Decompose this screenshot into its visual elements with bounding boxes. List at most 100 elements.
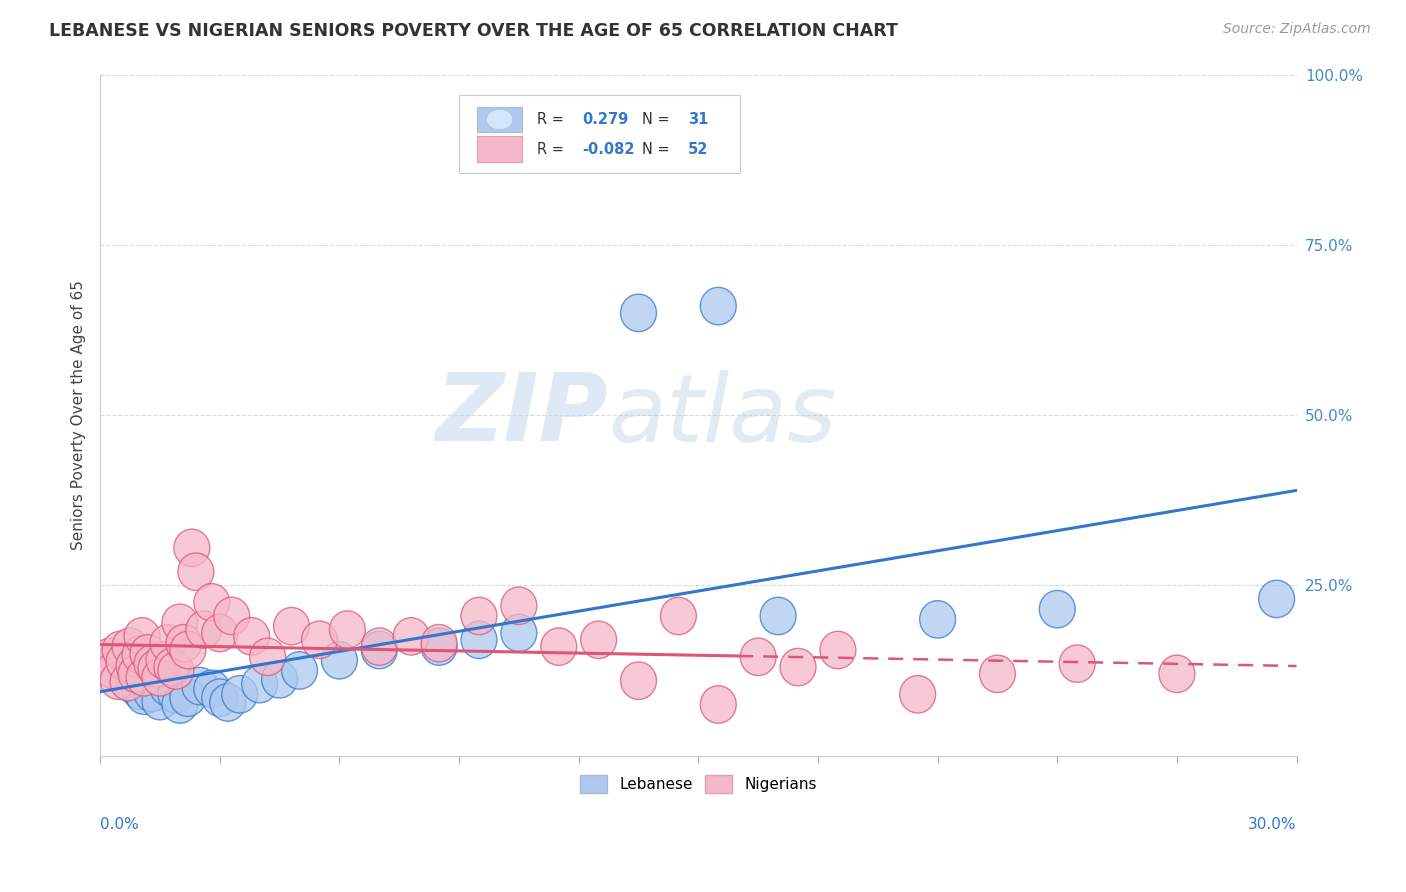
Ellipse shape	[162, 686, 198, 723]
Text: LEBANESE VS NIGERIAN SENIORS POVERTY OVER THE AGE OF 65 CORRELATION CHART: LEBANESE VS NIGERIAN SENIORS POVERTY OVE…	[49, 22, 898, 40]
Ellipse shape	[157, 675, 194, 713]
Text: 31: 31	[688, 112, 709, 127]
Bar	[477, 136, 523, 162]
Ellipse shape	[461, 598, 496, 635]
Ellipse shape	[242, 665, 277, 703]
Ellipse shape	[780, 648, 815, 686]
Ellipse shape	[329, 611, 366, 648]
Ellipse shape	[134, 645, 170, 682]
Ellipse shape	[700, 287, 737, 325]
Ellipse shape	[486, 109, 513, 129]
Ellipse shape	[209, 684, 246, 722]
Ellipse shape	[110, 662, 146, 699]
Ellipse shape	[214, 598, 250, 635]
Text: ZIP: ZIP	[436, 369, 609, 461]
Ellipse shape	[820, 632, 856, 669]
Ellipse shape	[127, 677, 162, 714]
Bar	[477, 106, 523, 132]
Ellipse shape	[89, 648, 124, 686]
Ellipse shape	[661, 598, 696, 635]
Ellipse shape	[980, 655, 1015, 692]
Ellipse shape	[920, 600, 956, 638]
Ellipse shape	[740, 638, 776, 675]
Ellipse shape	[162, 604, 198, 641]
Ellipse shape	[620, 294, 657, 332]
Ellipse shape	[581, 621, 617, 658]
Ellipse shape	[900, 675, 935, 713]
Ellipse shape	[186, 611, 222, 648]
Text: N =: N =	[643, 112, 675, 127]
Ellipse shape	[150, 669, 186, 706]
Ellipse shape	[129, 635, 166, 673]
Ellipse shape	[114, 665, 150, 703]
Ellipse shape	[301, 621, 337, 658]
Ellipse shape	[1039, 591, 1076, 628]
Ellipse shape	[138, 649, 174, 687]
Ellipse shape	[105, 643, 142, 681]
Ellipse shape	[142, 682, 179, 720]
Ellipse shape	[461, 621, 496, 658]
Ellipse shape	[281, 652, 318, 690]
Ellipse shape	[202, 615, 238, 652]
Ellipse shape	[103, 632, 138, 669]
Ellipse shape	[124, 617, 160, 655]
Ellipse shape	[110, 664, 146, 701]
Text: 0.0%: 0.0%	[100, 817, 139, 832]
Ellipse shape	[117, 647, 152, 684]
Ellipse shape	[170, 632, 205, 669]
Ellipse shape	[422, 624, 457, 662]
Ellipse shape	[1258, 580, 1295, 617]
Text: N =: N =	[643, 142, 675, 157]
Ellipse shape	[422, 628, 457, 665]
Text: 52: 52	[688, 142, 709, 157]
Ellipse shape	[179, 553, 214, 591]
Text: Source: ZipAtlas.com: Source: ZipAtlas.com	[1223, 22, 1371, 37]
Ellipse shape	[181, 667, 218, 705]
Y-axis label: Seniors Poverty Over the Age of 65: Seniors Poverty Over the Age of 65	[72, 280, 86, 550]
Ellipse shape	[620, 662, 657, 699]
Ellipse shape	[501, 587, 537, 624]
Text: R =: R =	[537, 142, 568, 157]
Ellipse shape	[166, 624, 202, 662]
Ellipse shape	[761, 598, 796, 635]
Ellipse shape	[103, 655, 138, 692]
Legend: Lebanese, Nigerians: Lebanese, Nigerians	[574, 769, 824, 799]
Ellipse shape	[233, 617, 270, 655]
Ellipse shape	[118, 655, 155, 692]
Ellipse shape	[155, 648, 190, 686]
Ellipse shape	[134, 674, 170, 712]
Ellipse shape	[174, 529, 209, 566]
Ellipse shape	[122, 673, 157, 710]
Text: -0.082: -0.082	[582, 142, 634, 157]
Ellipse shape	[222, 675, 257, 713]
Ellipse shape	[146, 641, 181, 679]
Text: atlas: atlas	[609, 369, 837, 460]
Ellipse shape	[170, 679, 205, 716]
Text: R =: R =	[537, 112, 568, 127]
Ellipse shape	[127, 658, 162, 696]
Text: 30.0%: 30.0%	[1249, 817, 1296, 832]
Ellipse shape	[250, 638, 285, 675]
Ellipse shape	[274, 607, 309, 645]
Ellipse shape	[501, 615, 537, 652]
Ellipse shape	[394, 617, 429, 655]
Ellipse shape	[700, 686, 737, 723]
Ellipse shape	[541, 628, 576, 665]
Ellipse shape	[93, 638, 128, 675]
Ellipse shape	[1059, 645, 1095, 682]
Ellipse shape	[361, 632, 398, 669]
Ellipse shape	[96, 652, 132, 690]
Ellipse shape	[100, 662, 136, 699]
Ellipse shape	[194, 583, 229, 621]
Ellipse shape	[361, 628, 398, 665]
Ellipse shape	[1159, 655, 1195, 692]
FancyBboxPatch shape	[458, 95, 740, 173]
Ellipse shape	[122, 636, 157, 673]
Ellipse shape	[112, 628, 148, 665]
Ellipse shape	[142, 658, 179, 696]
Text: 0.279: 0.279	[582, 112, 628, 127]
Ellipse shape	[194, 670, 229, 707]
Ellipse shape	[202, 679, 238, 716]
Ellipse shape	[322, 641, 357, 679]
Ellipse shape	[94, 645, 129, 682]
